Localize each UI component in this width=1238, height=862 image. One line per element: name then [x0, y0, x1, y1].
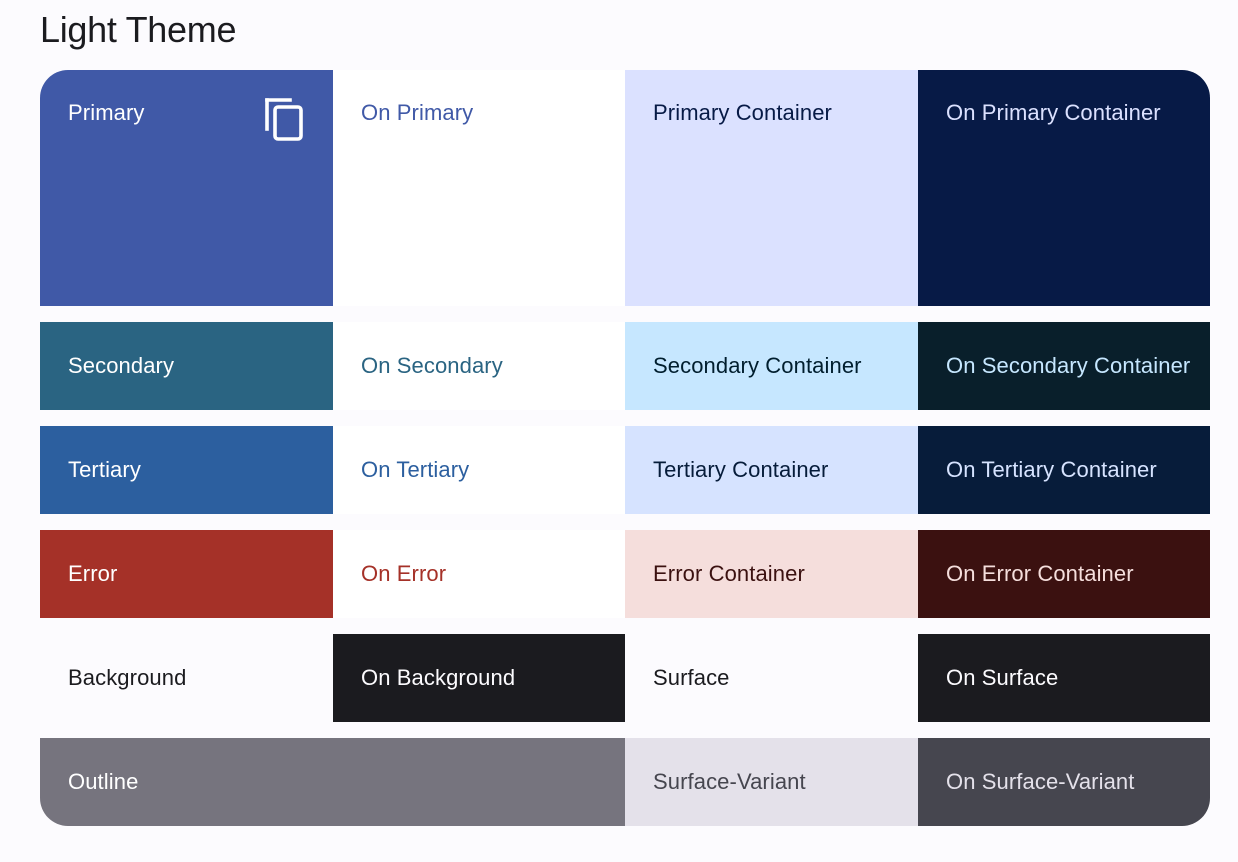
swatch-label: On Error	[361, 561, 447, 586]
swatch-label: On Secondary	[361, 353, 503, 378]
swatch-label: Outline	[68, 769, 139, 794]
page-title: Light Theme	[40, 9, 237, 50]
swatch-on-tertiary-container[interactable]: On Tertiary Container	[918, 426, 1210, 514]
swatch-on-secondary[interactable]: On Secondary	[333, 322, 625, 410]
swatch-label: Surface-Variant	[653, 769, 806, 794]
swatch-label: On Primary Container	[946, 100, 1161, 125]
swatch-secondary[interactable]: Secondary	[40, 322, 333, 410]
swatch-label: On Tertiary	[361, 457, 470, 482]
swatch-label: Background	[68, 665, 187, 690]
swatch-label: Primary Container	[653, 100, 832, 125]
swatch-on-primary-container[interactable]: On Primary Container	[918, 70, 1210, 306]
swatch-error[interactable]: Error	[40, 530, 333, 618]
swatch-label: On Primary	[361, 100, 474, 125]
swatch-tertiary-container[interactable]: Tertiary Container	[625, 426, 918, 514]
swatch-label: Secondary Container	[653, 353, 862, 378]
swatch-label: On Tertiary Container	[946, 457, 1157, 482]
swatch-error-container[interactable]: Error Container	[625, 530, 918, 618]
swatch-outline[interactable]: Outline	[40, 738, 625, 826]
swatch-label: Tertiary Container	[653, 457, 829, 482]
swatch-label: On Secondary Container	[946, 353, 1191, 378]
swatch-label: On Background	[361, 665, 516, 690]
swatch-label: On Surface	[946, 665, 1059, 690]
swatch-on-surface[interactable]: On Surface	[918, 634, 1210, 722]
swatch-surface[interactable]: Surface	[625, 634, 918, 722]
swatch-on-primary[interactable]: On Primary	[333, 70, 625, 306]
swatch-surface-variant[interactable]: Surface-Variant	[625, 738, 918, 826]
swatch-on-surface-variant[interactable]: On Surface-Variant	[918, 738, 1210, 826]
swatch-label: On Error Container	[946, 561, 1134, 586]
swatch-primary[interactable]: Primary	[40, 70, 333, 306]
content-copy-icon[interactable]	[264, 96, 304, 142]
swatch-label: Tertiary	[68, 457, 141, 482]
swatch-label: Error	[68, 561, 118, 586]
color-swatch-grid: Primary On Primary Primary Container On …	[40, 70, 1210, 826]
swatch-label: Primary	[68, 100, 145, 125]
swatch-background[interactable]: Background	[40, 634, 333, 722]
swatch-on-tertiary[interactable]: On Tertiary	[333, 426, 625, 514]
swatch-label: On Surface-Variant	[946, 769, 1135, 794]
swatch-label: Secondary	[68, 353, 175, 378]
swatch-secondary-container[interactable]: Secondary Container	[625, 322, 918, 410]
swatch-on-error[interactable]: On Error	[333, 530, 625, 618]
swatch-on-secondary-container[interactable]: On Secondary Container	[918, 322, 1210, 410]
swatch-label: Surface	[653, 665, 730, 690]
swatch-on-background[interactable]: On Background	[333, 634, 625, 722]
swatch-primary-container[interactable]: Primary Container	[625, 70, 918, 306]
swatch-on-error-container[interactable]: On Error Container	[918, 530, 1210, 618]
swatch-tertiary[interactable]: Tertiary	[40, 426, 333, 514]
swatch-label: Error Container	[653, 561, 805, 586]
